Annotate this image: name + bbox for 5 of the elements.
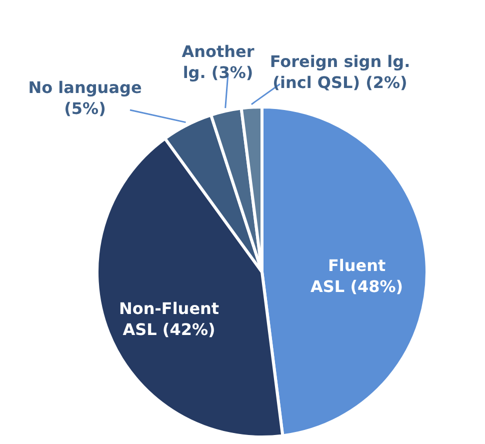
slice-label: Another lg. (3%) — [182, 42, 254, 82]
slice-label: No language (5%) — [28, 78, 142, 118]
slice-label: Non-Fluent ASL (42%) — [118, 298, 220, 339]
slice-label: Foreign sign lg. (incl QSL) (2%) — [270, 52, 410, 92]
slice-label: Fluent ASL (48%) — [310, 256, 404, 296]
